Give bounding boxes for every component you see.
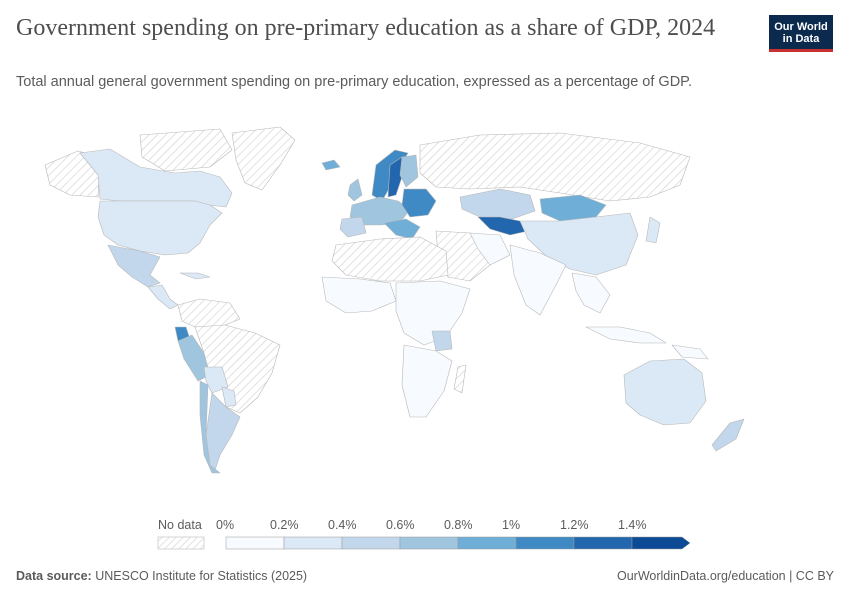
legend-tick-label: 1.2% xyxy=(560,518,589,532)
region-alaska[interactable] xyxy=(44,150,101,198)
region-china[interactable] xyxy=(519,212,639,276)
region-southeast-asia[interactable] xyxy=(571,272,611,314)
owid-logo[interactable]: Our World in Data xyxy=(769,15,833,52)
legend-bin-2 xyxy=(341,536,401,550)
region-central-america[interactable] xyxy=(147,284,179,310)
region-mexico[interactable] xyxy=(107,244,161,288)
legend-bin-0 xyxy=(225,536,285,550)
region-uzbekistan[interactable] xyxy=(477,216,529,236)
legend-bin-7 xyxy=(631,536,691,550)
legend-no-data-swatch xyxy=(157,536,205,550)
legend-bin-1 xyxy=(283,536,343,550)
region-finland[interactable] xyxy=(399,154,419,188)
legend-tick-label: 1% xyxy=(502,518,521,532)
region-japan[interactable] xyxy=(645,216,661,244)
chart-subtitle: Total annual general government spending… xyxy=(16,74,693,90)
region-bolivia[interactable] xyxy=(203,366,229,394)
data-source-label: Data source: xyxy=(16,569,92,583)
region-italy-balkans[interactable] xyxy=(383,218,421,240)
legend-tick-label: 0.8% xyxy=(444,518,473,532)
region-australia[interactable] xyxy=(623,358,707,426)
region-chile[interactable] xyxy=(199,380,221,474)
legend-bin-3 xyxy=(399,536,459,550)
footer-license[interactable]: OurWorldinData.org/education | CC BY xyxy=(616,569,834,583)
legend-tick-label: 0.2% xyxy=(270,518,299,532)
legend-bin-4 xyxy=(457,536,517,550)
region-eastern-europe[interactable] xyxy=(401,188,437,218)
region-kazakhstan[interactable] xyxy=(459,188,536,220)
logo-line-2: in Data xyxy=(782,33,820,45)
region-iceland[interactable] xyxy=(321,159,341,171)
region-tanzania[interactable] xyxy=(431,330,453,352)
region-caribbean[interactable] xyxy=(179,272,211,280)
region-iberia[interactable] xyxy=(339,216,367,238)
data-source: Data source: UNESCO Institute for Statis… xyxy=(16,569,307,583)
legend-bin-5 xyxy=(515,536,575,550)
region-united-states[interactable] xyxy=(97,200,223,256)
world-map[interactable] xyxy=(0,105,850,505)
region-united-kingdom[interactable] xyxy=(347,178,363,202)
region-new-zealand[interactable] xyxy=(711,418,745,452)
region-papua-new-guinea[interactable] xyxy=(671,344,709,360)
region-sweden[interactable] xyxy=(387,156,403,198)
legend-tick-label: 0% xyxy=(216,518,235,532)
legend-tick-label: 0.6% xyxy=(386,518,415,532)
logo-line-1: Our World xyxy=(774,21,828,33)
region-india[interactable] xyxy=(509,244,567,316)
region-canada[interactable] xyxy=(79,148,233,208)
chart-title: Government spending on pre-primary educa… xyxy=(16,15,716,41)
region-russia[interactable] xyxy=(419,132,691,202)
region-arctic-islands[interactable] xyxy=(139,128,233,172)
data-source-text[interactable]: UNESCO Institute for Statistics (2025) xyxy=(95,569,308,583)
region-madagascar[interactable] xyxy=(453,364,467,394)
legend-tick-label: 0.4% xyxy=(328,518,357,532)
legend-bin-6 xyxy=(573,536,633,550)
region-greenland[interactable] xyxy=(231,126,296,191)
region-iran[interactable] xyxy=(469,232,511,266)
region-southern-africa[interactable] xyxy=(401,344,453,418)
region-northern-south-america[interactable] xyxy=(177,298,241,328)
region-north-africa[interactable] xyxy=(331,236,449,282)
legend-no-data-label: No data xyxy=(158,518,202,532)
region-west-africa[interactable] xyxy=(321,276,397,314)
region-paraguay[interactable] xyxy=(221,386,237,408)
color-legend: No data 0% 0.2% 0.4% 0.6% 0.8% 1% 1.2% 1.4% xyxy=(0,515,850,555)
legend-tick-label: 1.4% xyxy=(618,518,647,532)
region-indonesia[interactable] xyxy=(585,326,667,344)
